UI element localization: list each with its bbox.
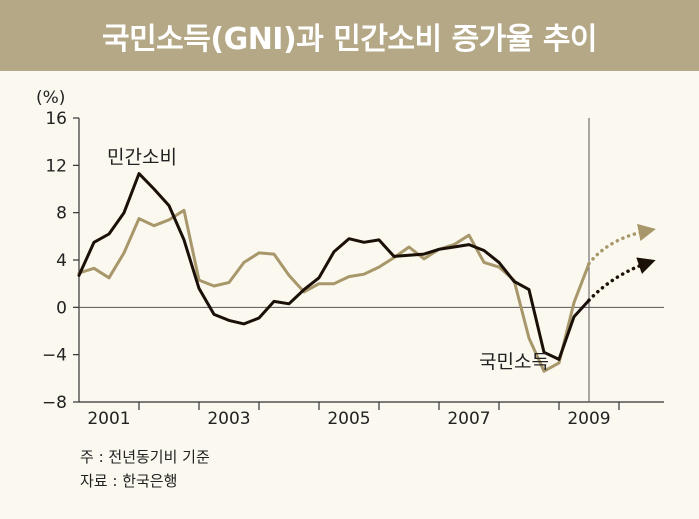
annotation-gni: 국민소득	[479, 351, 549, 373]
y-axis-unit-label: (%)	[36, 88, 65, 108]
x-tick-label: 2001	[87, 409, 130, 429]
y-tick-label: 8	[56, 204, 67, 224]
x-tick-label: 2009	[567, 409, 610, 429]
y-tick-label: −8	[42, 393, 67, 413]
annotation-consumption: 민간소비	[107, 147, 177, 169]
chart-title: 국민소득(GNI)과 민간소비 증가율 추이	[101, 21, 598, 57]
series-line-consumption	[77, 208, 591, 373]
y-tick-label: −4	[42, 346, 67, 366]
y-tick-label: 0	[56, 298, 67, 318]
projection-arrow-gni	[587, 257, 656, 302]
note-source: 자료 : 한국은행	[80, 472, 178, 490]
series-line-gni	[77, 172, 591, 361]
y-tick-label: 16	[45, 109, 67, 129]
projection-arrow-consumption	[587, 223, 656, 266]
y-tick-label: 4	[56, 251, 67, 271]
note-basis: 주 : 전년동기비 기준	[80, 448, 210, 466]
x-tick-label: 2005	[327, 409, 370, 429]
x-tick-label: 2003	[207, 409, 250, 429]
x-tick-label: 2007	[447, 409, 490, 429]
title-bar: 국민소득(GNI)과 민간소비 증가율 추이	[0, 0, 699, 71]
y-tick-label: 12	[45, 156, 67, 176]
